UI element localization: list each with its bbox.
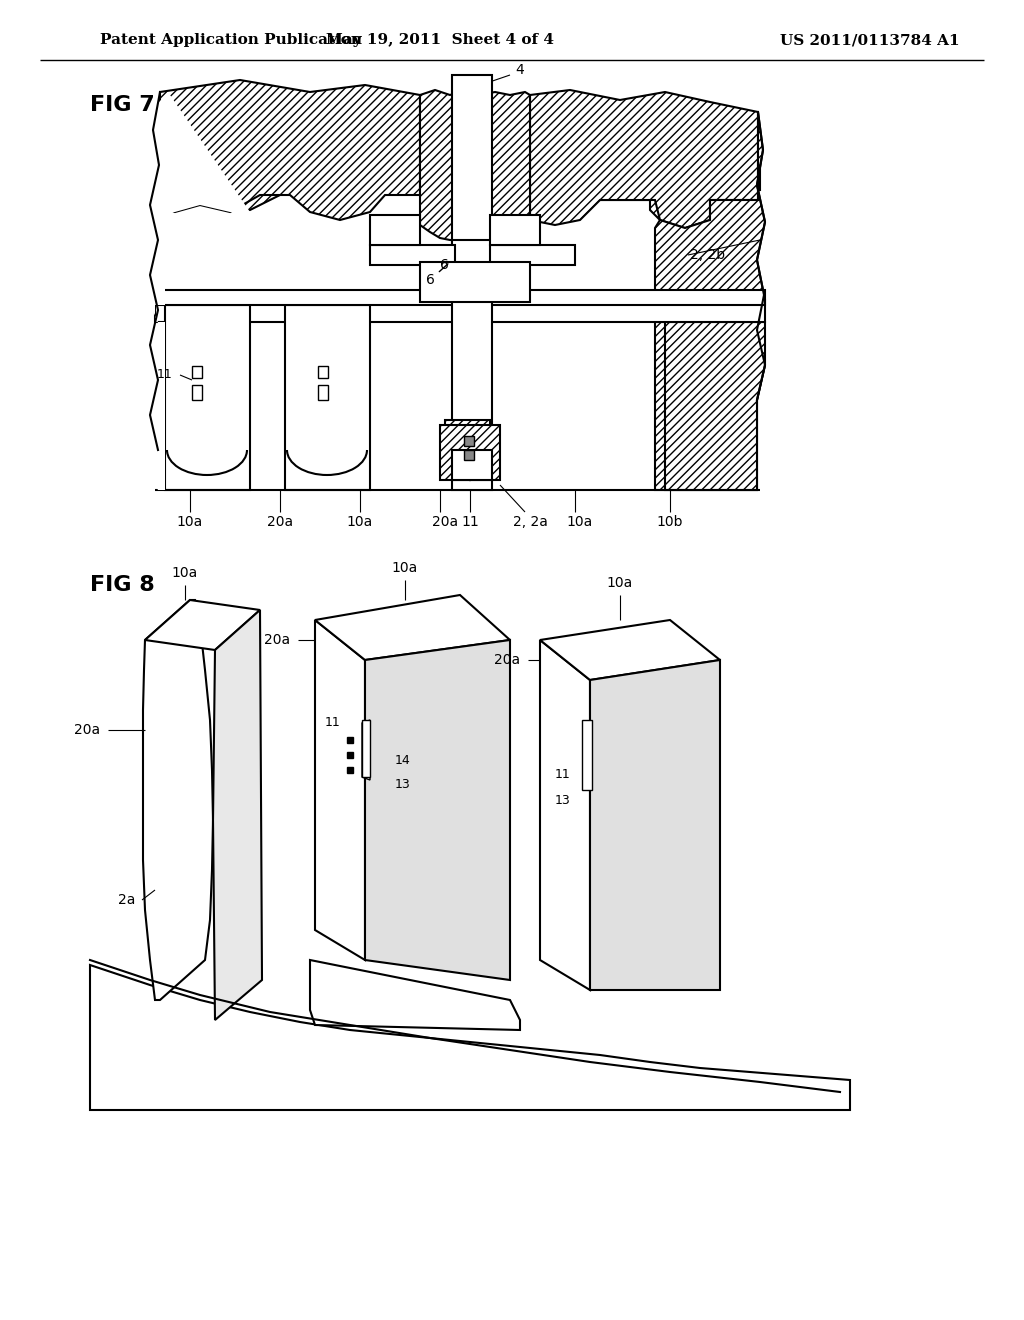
Bar: [420, 261, 530, 302]
Polygon shape: [530, 90, 758, 228]
Text: May 19, 2011  Sheet 4 of 4: May 19, 2011 Sheet 4 of 4: [326, 33, 554, 48]
Bar: [362, 719, 370, 777]
Bar: [452, 75, 492, 246]
Text: 13: 13: [554, 793, 570, 807]
Text: 20a: 20a: [74, 723, 100, 737]
Polygon shape: [655, 112, 765, 490]
Text: 11: 11: [325, 715, 340, 729]
Text: 6: 6: [440, 257, 449, 272]
Text: 6: 6: [426, 264, 447, 286]
Text: 2a: 2a: [118, 894, 135, 907]
Polygon shape: [665, 322, 765, 490]
Text: 2, 2a: 2, 2a: [513, 515, 548, 529]
Bar: [165, 305, 250, 490]
Bar: [490, 246, 575, 265]
Text: 11: 11: [157, 368, 172, 381]
Text: 10a: 10a: [607, 576, 633, 590]
Polygon shape: [445, 420, 490, 480]
Polygon shape: [540, 620, 720, 680]
Text: 11: 11: [461, 515, 479, 529]
Polygon shape: [90, 965, 850, 1110]
Text: 20a: 20a: [267, 515, 293, 529]
Polygon shape: [540, 640, 590, 990]
Text: 10a: 10a: [172, 566, 198, 579]
Text: 4: 4: [516, 63, 524, 77]
Polygon shape: [148, 92, 250, 490]
Polygon shape: [420, 90, 530, 240]
Text: 10a: 10a: [347, 515, 373, 529]
Polygon shape: [145, 601, 260, 649]
Bar: [440, 425, 500, 480]
Text: Patent Application Publication: Patent Application Publication: [100, 33, 362, 48]
Bar: [464, 450, 474, 459]
Bar: [464, 436, 474, 446]
Polygon shape: [315, 595, 510, 660]
Polygon shape: [160, 81, 420, 220]
Text: 20a: 20a: [494, 653, 520, 667]
Bar: [370, 246, 455, 265]
Text: 20a: 20a: [432, 515, 458, 529]
Bar: [155, 300, 765, 322]
Polygon shape: [170, 100, 760, 220]
Polygon shape: [365, 640, 510, 979]
Bar: [370, 215, 420, 246]
Bar: [452, 240, 492, 490]
Bar: [582, 719, 592, 789]
Text: FIG 7: FIG 7: [90, 95, 155, 115]
Polygon shape: [590, 660, 720, 990]
Text: FIG 8: FIG 8: [90, 576, 155, 595]
Text: 10b: 10b: [656, 515, 683, 529]
Text: 2, 2b: 2, 2b: [690, 248, 725, 261]
Text: 10a: 10a: [567, 515, 593, 529]
Bar: [155, 290, 765, 305]
Polygon shape: [362, 719, 370, 780]
Text: US 2011/0113784 A1: US 2011/0113784 A1: [780, 33, 959, 48]
Polygon shape: [315, 620, 365, 960]
Text: 20a: 20a: [264, 634, 290, 647]
Bar: [490, 215, 540, 246]
Text: 11: 11: [554, 768, 570, 781]
Polygon shape: [213, 610, 262, 1020]
Bar: [285, 305, 370, 490]
Bar: [318, 385, 328, 400]
Polygon shape: [310, 960, 520, 1030]
Bar: [452, 450, 492, 480]
Bar: [193, 366, 202, 378]
Polygon shape: [143, 601, 213, 1001]
Bar: [193, 385, 202, 400]
Text: 10a: 10a: [177, 515, 203, 529]
Bar: [318, 366, 328, 378]
Text: 10a: 10a: [392, 561, 418, 576]
Text: 13: 13: [395, 779, 411, 792]
Text: 14: 14: [395, 754, 411, 767]
